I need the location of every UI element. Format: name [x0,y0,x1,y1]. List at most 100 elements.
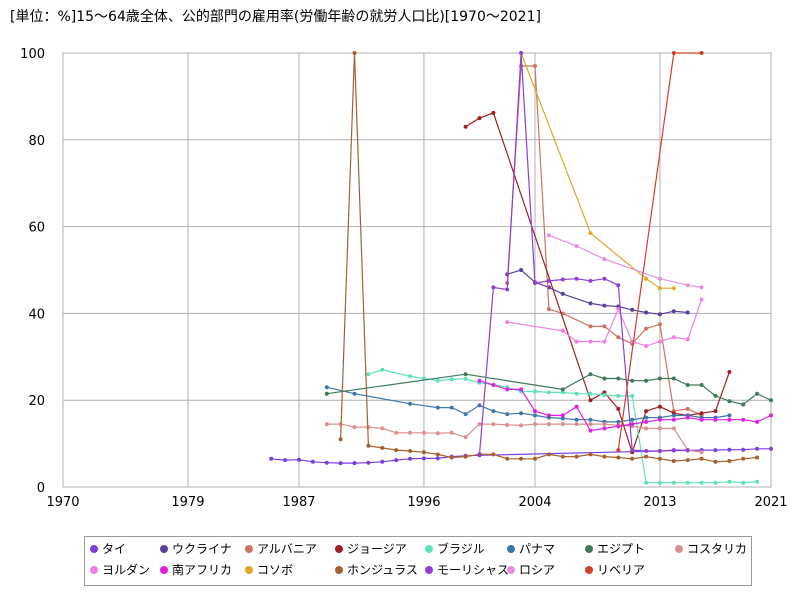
data-point [713,393,718,398]
data-point [380,367,385,372]
data-point [741,417,746,422]
series-5 [324,385,732,424]
legend-item: 南アフリカ [160,562,232,578]
data-point [588,417,593,422]
legend-label: ロシア [519,563,556,577]
data-point [616,307,621,312]
legend-marker [585,545,593,553]
data-point [630,456,635,461]
data-point [657,376,662,381]
legend-item: ロシア [507,562,555,578]
x-tick-label: 2013 [643,495,676,510]
data-point [380,445,385,450]
data-point [324,422,329,427]
data-point [449,455,454,460]
data-point [755,419,760,424]
data-point [519,268,524,272]
data-point [644,276,649,281]
data-point [408,374,413,379]
data-point [616,393,621,398]
data-point [671,417,676,422]
data-point [477,378,482,383]
data-point [671,448,676,453]
data-point [574,454,579,459]
legend-item: リベリア [585,562,645,578]
legend-marker [425,545,433,553]
data-point [560,390,565,395]
data-point [574,422,579,427]
data-point [699,456,704,461]
data-point [588,324,593,329]
data-point [435,456,440,461]
data-point [616,419,621,424]
data-point [449,405,454,410]
legend-marker [245,566,253,574]
data-point [657,417,662,422]
series-line [478,52,688,455]
data-point [671,51,676,55]
data-point [435,431,440,436]
data-point [505,287,510,292]
data-point [671,309,676,314]
data-point [338,437,343,442]
data-point [685,458,690,463]
data-point [546,452,551,457]
data-point [699,450,704,455]
series-line [326,423,702,453]
data-point [533,64,537,68]
legend-marker [335,545,343,553]
data-point [644,449,649,453]
data-point [685,337,690,342]
data-point [588,301,593,306]
series-6 [324,372,773,407]
data-point [394,458,399,463]
legend-item: ホンジュラス [335,562,418,578]
data-point [435,405,440,410]
series-14 [616,51,704,453]
data-point [574,244,579,249]
data-point [533,409,537,414]
legend-marker [507,566,515,574]
data-point [560,277,565,282]
data-point [630,448,635,453]
data-point [366,372,371,377]
data-point [324,391,329,396]
data-point [477,403,482,408]
data-point [560,454,565,459]
legend-label: パナマ [519,542,556,556]
data-point [644,426,649,431]
data-point [546,278,551,283]
data-point [380,426,385,431]
legend-item: アルバニア [245,541,317,557]
data-point [546,233,551,238]
y-tick-label: 80 [28,134,45,149]
data-point [310,459,315,464]
legend-label: ヨルダン [102,563,151,577]
data-point [588,339,593,344]
data-point [616,424,621,429]
legend-marker [507,545,515,553]
data-point [727,417,732,422]
data-point [560,387,565,392]
data-point [644,454,649,459]
data-point [699,480,704,485]
data-point [602,422,607,427]
data-point [602,276,607,281]
series-8 [505,297,704,348]
data-point [394,430,399,435]
data-point [630,422,635,427]
data-point [491,110,496,115]
data-point [644,415,649,420]
data-point [616,406,621,411]
tick-labels: 1970 1979 1987 1996 2004 2013 2021 0 20 40 60 80 100 [20,47,787,510]
data-point [560,416,565,421]
data-point [657,480,662,485]
data-point [352,391,357,396]
data-point [560,291,565,296]
data-point [741,402,746,407]
data-point [324,385,329,390]
data-point [657,276,662,281]
chart-title: [単位：%]15～64歳全体、公的部門の雇用率(労働年齢の就労人口比)[1970… [10,9,541,25]
data-point [713,417,718,422]
series-13 [546,233,704,290]
